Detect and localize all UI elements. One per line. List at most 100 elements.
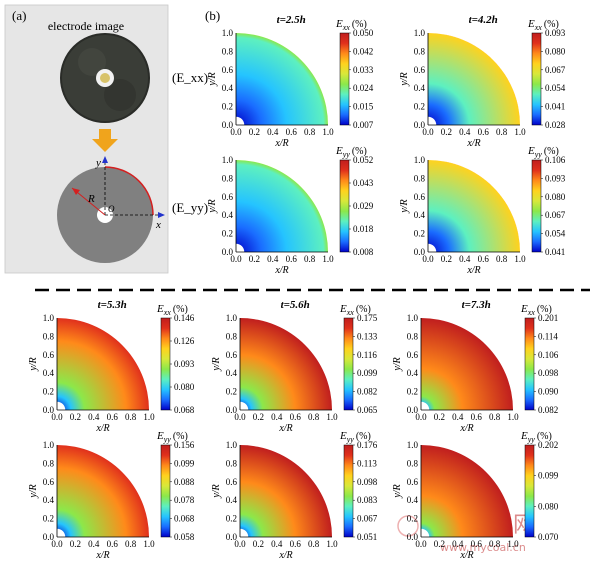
x-tick-label: 0.6 (471, 412, 483, 422)
x-tick-label: 0.4 (88, 412, 100, 422)
colorbar-title: Exx (%) (520, 303, 552, 317)
colorbar-title: Eyy (%) (156, 430, 188, 444)
time-title: t=7.3h (462, 299, 491, 311)
strain-field (240, 318, 332, 410)
colorbar (339, 159, 350, 253)
y-tick-label: 0.4 (222, 210, 234, 220)
y-tick-label: 0.6 (226, 477, 238, 487)
watermark-url: www.mycoal.cn (440, 541, 526, 554)
inner-hole (57, 528, 66, 537)
y-axis-label: y/R (399, 72, 410, 86)
axis-y-label: y (95, 157, 101, 169)
x-tick-label: 0.4 (271, 412, 283, 422)
colorbar-title: Exx (%) (335, 18, 367, 32)
colorbar-tick-label: 0.015 (353, 102, 374, 112)
x-tick-label: 0.0 (415, 412, 427, 422)
x-tick-label: 0.6 (286, 127, 298, 137)
y-tick-label: 1.0 (222, 28, 234, 38)
time-title: t=5.3h (98, 299, 127, 311)
colorbar-tick-label: 0.098 (538, 368, 559, 378)
x-axis-label: x/R (95, 550, 109, 561)
colorbar-tick-label: 0.067 (545, 65, 566, 75)
x-tick-label: 0.8 (496, 254, 508, 264)
strain-field (57, 318, 149, 410)
x-tick-label: 1.0 (322, 127, 334, 137)
x-tick-label: 1.0 (507, 412, 519, 422)
panel-b-label: (b) (205, 8, 220, 23)
colorbar-tick-label: 0.082 (538, 405, 558, 415)
electrode-photo (60, 33, 150, 123)
x-tick-label: 0.8 (489, 412, 501, 422)
colorbar-tick-label: 0.093 (174, 359, 195, 369)
inner-hole (236, 243, 245, 252)
contour-plot-8: 0.00.0 0.2 0.2 0.4 0.4 0.6 0.6 0.8 0.8 1.0 1.0 x/R y… (28, 430, 195, 561)
x-tick-label: 1.0 (514, 127, 526, 137)
y-tick-label: 0.8 (226, 331, 238, 341)
colorbar-tick-label: 0.114 (538, 331, 558, 341)
y-tick-label: 0.8 (226, 458, 238, 468)
x-axis-label: x/R (466, 138, 480, 149)
y-tick-label: 0.4 (407, 495, 419, 505)
colorbar-title: Eyy (%) (339, 430, 371, 444)
colorbar-tick-label: 0.093 (545, 173, 566, 183)
colorbar-title: Exx (%) (156, 303, 188, 317)
colorbar-subscript: yy (342, 150, 351, 159)
strain-field (421, 318, 513, 410)
x-tick-label: 0.0 (422, 127, 434, 137)
x-tick-label: 0.4 (271, 539, 283, 549)
x-tick-label: 0.6 (290, 539, 302, 549)
x-tick-label: 0.0 (230, 127, 242, 137)
colorbar-unit: (%) (537, 304, 552, 315)
y-tick-label: 1.0 (407, 313, 419, 323)
contour-plot-9: 0.00.0 0.2 0.2 0.4 0.4 0.6 0.6 0.8 0.8 1.0 1.0 x/R y… (211, 430, 378, 561)
x-tick-label: 0.6 (471, 539, 483, 549)
x-tick-label: 0.6 (107, 412, 119, 422)
y-tick-label: 0.0 (407, 405, 419, 415)
x-tick-label: 0.4 (459, 127, 471, 137)
colorbar-tick-label: 0.029 (353, 201, 374, 211)
inner-hole (421, 528, 430, 537)
x-tick-label: 0.0 (234, 539, 246, 549)
colorbar-tick-label: 0.202 (538, 440, 558, 450)
y-axis-label: y/R (399, 199, 410, 213)
y-tick-label: 0.2 (43, 514, 54, 524)
y-tick-label: 0.2 (222, 229, 233, 239)
colorbar (531, 32, 542, 126)
x-tick-label: 0.4 (452, 412, 464, 422)
x-tick-label: 0.8 (489, 539, 501, 549)
y-tick-label: 0.6 (407, 350, 419, 360)
colorbar (524, 317, 535, 411)
y-tick-label: 0.2 (407, 514, 418, 524)
y-tick-label: 0.6 (43, 477, 55, 487)
colorbar-tick-label: 0.176 (357, 440, 378, 450)
strain-field (57, 445, 149, 537)
x-tick-label: 0.0 (51, 539, 63, 549)
y-tick-label: 0.0 (226, 532, 238, 542)
colorbar-tick-label: 0.078 (174, 495, 195, 505)
x-axis-label: x/R (459, 550, 473, 561)
x-tick-label: 0.0 (415, 539, 427, 549)
y-tick-label: 1.0 (414, 155, 426, 165)
y-tick-label: 0.4 (222, 83, 234, 93)
colorbar-tick-label: 0.088 (174, 477, 195, 487)
colorbar-tick-label: 0.090 (538, 387, 559, 397)
colorbar-tick-label: 0.008 (353, 247, 374, 257)
colorbar-unit: (%) (173, 304, 188, 315)
colorbar-unit: (%) (352, 19, 367, 30)
y-tick-label: 0.4 (43, 495, 55, 505)
colorbar-title: Exx (%) (339, 303, 371, 317)
y-tick-label: 1.0 (43, 313, 55, 323)
colorbar-title: Eyy (%) (520, 430, 552, 444)
y-axis-label: y/R (211, 357, 222, 371)
y-tick-label: 1.0 (222, 155, 234, 165)
x-axis-label: x/R (278, 550, 292, 561)
y-tick-label: 0.8 (222, 173, 234, 183)
colorbar-unit: (%) (352, 146, 367, 157)
x-tick-label: 0.4 (267, 254, 279, 264)
colorbar-title: Exx (%) (527, 18, 559, 32)
strain-field (236, 33, 328, 125)
colorbar-tick-label: 0.106 (538, 350, 559, 360)
y-tick-label: 0.2 (414, 102, 425, 112)
y-tick-label: 0.0 (222, 247, 234, 257)
x-tick-label: 0.2 (441, 127, 452, 137)
